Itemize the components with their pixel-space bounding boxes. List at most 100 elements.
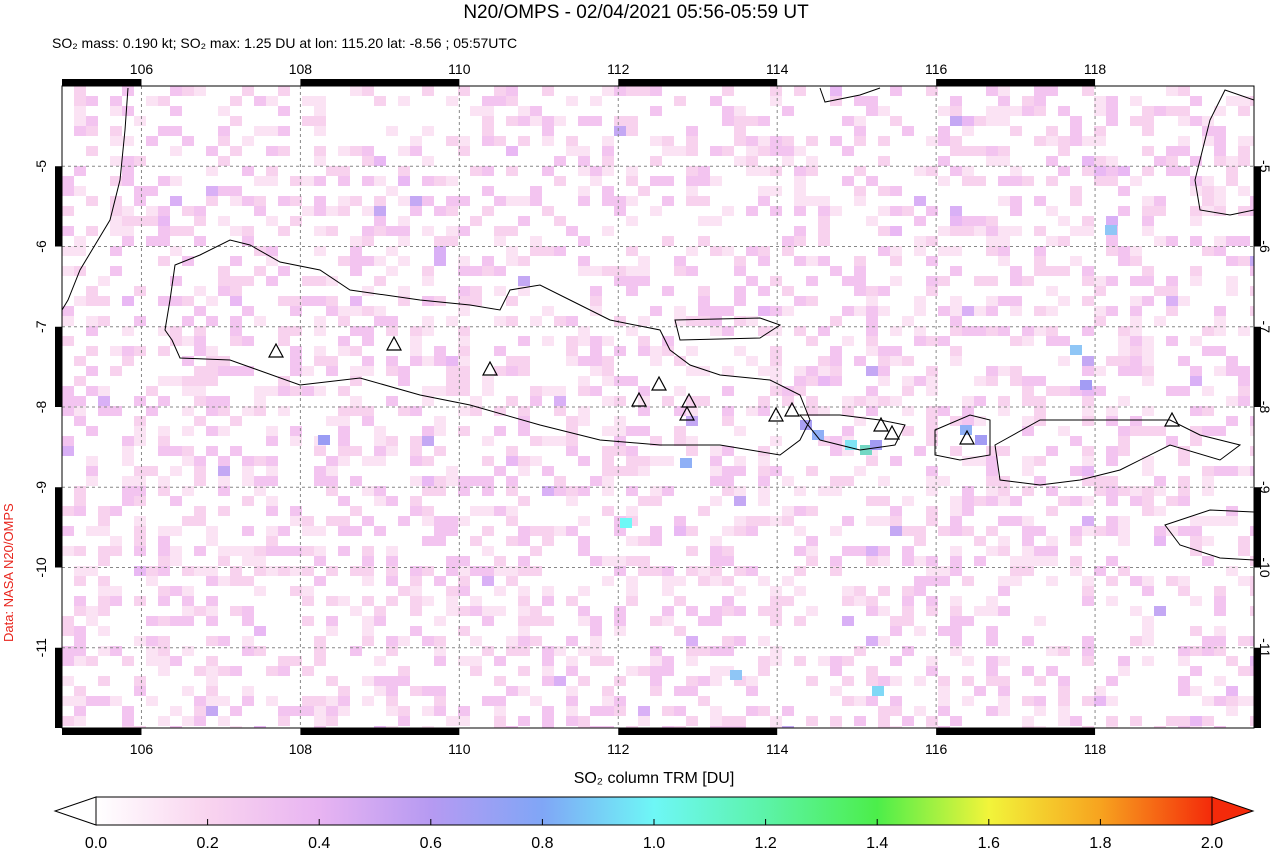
so2-pixel bbox=[194, 286, 206, 296]
so2-pixel bbox=[398, 716, 410, 726]
so2-pixel bbox=[1190, 716, 1202, 726]
so2-pixel bbox=[614, 276, 626, 286]
so2-pixel bbox=[998, 496, 1010, 506]
so2-pixel bbox=[254, 556, 266, 566]
so2-pixel bbox=[542, 386, 554, 396]
so2-pixel bbox=[722, 106, 734, 116]
so2-pixel bbox=[98, 556, 110, 566]
so2-pixel bbox=[986, 606, 998, 616]
so2-pixel bbox=[626, 266, 638, 276]
so2-pixel bbox=[986, 496, 998, 506]
so2-pixel bbox=[506, 486, 518, 496]
so2-pixel bbox=[230, 546, 242, 556]
so2-pixel bbox=[614, 416, 626, 426]
lat-tick-label: -5 bbox=[33, 160, 49, 173]
so2-pixel bbox=[362, 516, 374, 526]
so2-pixel bbox=[278, 546, 290, 556]
so2-pixel bbox=[950, 496, 962, 506]
so2-pixel bbox=[782, 706, 794, 716]
so2-pixel bbox=[170, 546, 182, 556]
so2-pixels bbox=[62, 86, 1254, 728]
so2-pixel bbox=[962, 306, 974, 316]
so2-pixel bbox=[410, 356, 422, 366]
so2-pixel bbox=[734, 496, 746, 506]
so2-pixel bbox=[674, 516, 686, 526]
so2-pixel bbox=[278, 386, 290, 396]
so2-pixel bbox=[338, 196, 350, 206]
so2-pixel bbox=[122, 176, 134, 186]
so2-pixel bbox=[530, 456, 542, 466]
so2-pixel bbox=[134, 216, 146, 226]
so2-pixel bbox=[758, 196, 770, 206]
so2-pixel bbox=[182, 456, 194, 466]
so2-pixel bbox=[206, 636, 218, 646]
so2-pixel bbox=[242, 336, 254, 346]
so2-pixel bbox=[1250, 446, 1254, 456]
so2-pixel bbox=[854, 396, 866, 406]
so2-pixel bbox=[350, 266, 362, 276]
so2-pixel bbox=[1070, 566, 1082, 576]
so2-pixel bbox=[458, 196, 470, 206]
so2-pixel bbox=[482, 576, 494, 586]
so2-pixel bbox=[470, 406, 482, 416]
so2-pixel bbox=[1142, 506, 1154, 516]
so2-pixel bbox=[746, 706, 758, 716]
so2-pixel bbox=[338, 496, 350, 506]
so2-pixel bbox=[278, 706, 290, 716]
so2-pixel bbox=[110, 106, 122, 116]
so2-pixel bbox=[1238, 256, 1250, 266]
so2-pixel bbox=[62, 626, 74, 636]
so2-pixel bbox=[338, 146, 350, 156]
so2-pixel bbox=[902, 586, 914, 596]
so2-pixel bbox=[674, 576, 686, 586]
so2-pixel bbox=[1214, 696, 1226, 706]
so2-pixel bbox=[1142, 466, 1154, 476]
so2-pixel bbox=[506, 196, 518, 206]
so2-pixel bbox=[686, 136, 698, 146]
so2-pixel bbox=[134, 726, 146, 728]
so2-pixel bbox=[62, 676, 74, 686]
so2-pixel bbox=[98, 316, 110, 326]
so2-pixel bbox=[986, 376, 998, 386]
so2-pixel bbox=[338, 686, 350, 696]
so2-pixel bbox=[1034, 266, 1046, 276]
so2-pixel bbox=[578, 716, 590, 726]
so2-pixel bbox=[722, 476, 734, 486]
so2-pixel bbox=[638, 666, 650, 676]
so2-pixel bbox=[710, 666, 722, 676]
so2-pixel bbox=[158, 436, 170, 446]
so2-pixel bbox=[554, 386, 566, 396]
so2-pixel bbox=[542, 666, 554, 676]
so2-pixel bbox=[374, 256, 386, 266]
so2-pixel bbox=[518, 586, 530, 596]
so2-pixel bbox=[938, 696, 950, 706]
so2-pixel bbox=[734, 606, 746, 616]
so2-pixel bbox=[290, 426, 302, 436]
so2-pixel bbox=[302, 386, 314, 396]
so2-pixel bbox=[734, 636, 746, 646]
so2-pixel bbox=[974, 276, 986, 286]
so2-pixel bbox=[278, 126, 290, 136]
so2-pixel bbox=[62, 406, 74, 416]
so2-pixel bbox=[74, 86, 86, 96]
so2-pixel bbox=[134, 416, 146, 426]
so2-pixel bbox=[254, 266, 266, 276]
so2-pixel bbox=[794, 166, 806, 176]
so2-pixel bbox=[962, 326, 974, 336]
so2-pixel bbox=[1034, 196, 1046, 206]
lat-tick-label: -11 bbox=[33, 638, 49, 657]
so2-pixel bbox=[122, 226, 134, 236]
so2-pixel bbox=[674, 526, 686, 536]
so2-pixel bbox=[698, 216, 710, 226]
so2-pixel bbox=[734, 126, 746, 136]
so2-pixel bbox=[350, 506, 362, 516]
so2-pixel bbox=[518, 336, 530, 346]
so2-pixel bbox=[242, 456, 254, 466]
so2-pixel bbox=[914, 296, 926, 306]
so2-pixel bbox=[1202, 116, 1214, 126]
colorbar-tick-label: 1.6 bbox=[978, 835, 1000, 852]
so2-pixel bbox=[1058, 686, 1070, 696]
so2-pixel bbox=[674, 146, 686, 156]
so2-pixel bbox=[1130, 346, 1142, 356]
so2-pixel bbox=[806, 166, 818, 176]
